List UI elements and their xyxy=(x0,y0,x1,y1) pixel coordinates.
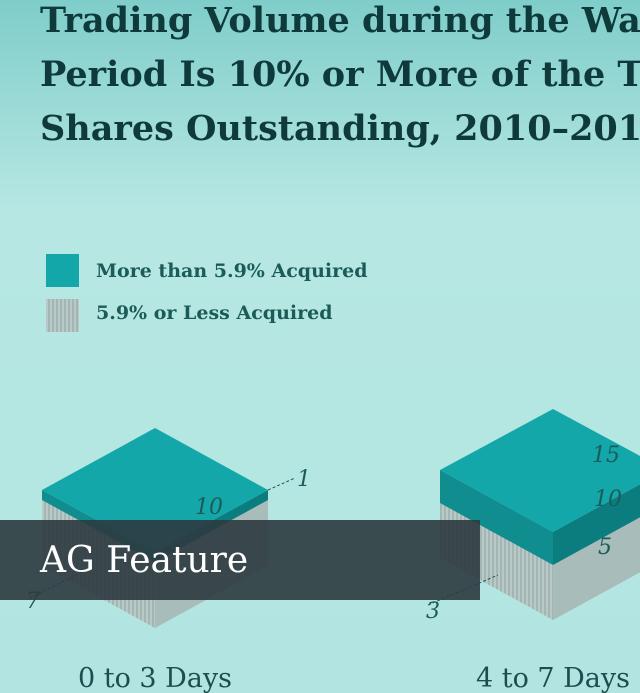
scale-label: 1 xyxy=(297,467,311,492)
category-label: 0 to 3 Days xyxy=(78,663,232,693)
legend-label: More than 5.9% Acquired xyxy=(96,260,367,282)
legend-swatch xyxy=(46,254,79,287)
title-line: Shares Outstanding, 2010–2014 xyxy=(40,108,640,149)
scale-label: 10 xyxy=(195,495,223,520)
scale-label: 15 xyxy=(592,443,620,468)
legend-swatch xyxy=(46,299,79,332)
scale-label: 5 xyxy=(598,535,612,560)
category-label: 4 to 7 Days xyxy=(476,663,630,693)
scale-label: 3 xyxy=(426,599,440,624)
title-line: Trading Volume during the Waiti xyxy=(40,0,640,41)
title-line: Period Is 10% or More of the Targ xyxy=(40,54,640,95)
block xyxy=(427,409,640,620)
scale-label: 10 xyxy=(594,487,622,512)
overlay-banner xyxy=(0,520,480,600)
legend-label: 5.9% or Less Acquired xyxy=(96,302,333,324)
overlay-label: AG Feature xyxy=(39,540,248,581)
